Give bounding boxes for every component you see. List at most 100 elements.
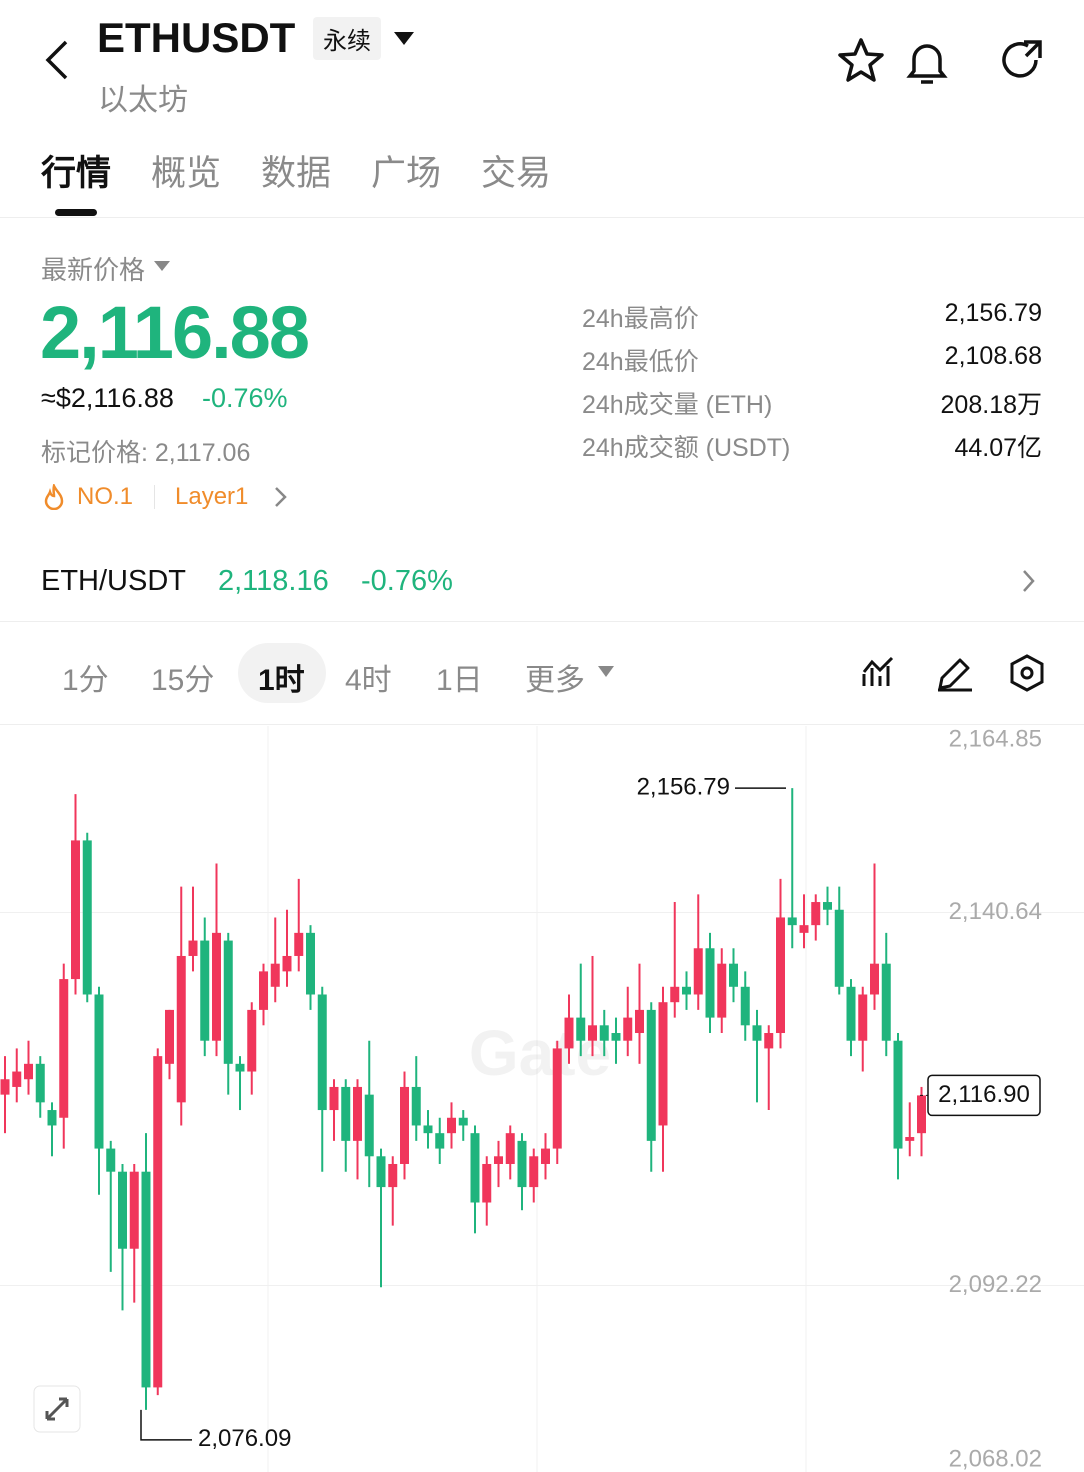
candle-body xyxy=(752,1025,762,1041)
y-tick-label: 2,164.85 xyxy=(949,726,1042,752)
candle-body xyxy=(47,1110,57,1126)
candle-body xyxy=(870,963,879,995)
tab[interactable]: 交易 xyxy=(481,154,552,193)
candle-body xyxy=(470,1133,480,1203)
candle-body xyxy=(435,1133,445,1149)
candle-body xyxy=(212,932,221,1041)
stat-value: 2,156.79 xyxy=(944,299,1042,327)
last-price-box xyxy=(927,1074,1041,1117)
tab[interactable]: 广场 xyxy=(371,154,442,193)
chevron[interactable] xyxy=(1021,568,1037,594)
interval[interactable]: 更多 xyxy=(525,664,585,697)
candle-body xyxy=(541,1148,550,1164)
chart-tools[interactable] xyxy=(860,652,1050,694)
candle-body xyxy=(505,1133,515,1164)
tab[interactable]: 行情 xyxy=(41,154,112,193)
fire-icon xyxy=(44,484,64,510)
candle-body xyxy=(341,1086,351,1141)
candle-body xyxy=(917,1095,926,1134)
divider xyxy=(0,217,1084,218)
last-price-label: 2,116.90 xyxy=(938,1081,1030,1108)
candle-body xyxy=(24,1063,33,1080)
candle-body xyxy=(176,955,186,1103)
tab-indicator xyxy=(55,209,97,216)
candle-body xyxy=(106,1148,116,1172)
candle-body xyxy=(729,963,738,987)
candle-body xyxy=(787,917,797,926)
symbol: ETHUSDT xyxy=(97,14,296,61)
candle-body xyxy=(329,1086,339,1111)
asset-name: 以太坊 xyxy=(98,84,188,117)
candle-body xyxy=(517,1140,527,1188)
chevron xyxy=(275,487,287,507)
candle-body xyxy=(247,1009,257,1072)
interval[interactable]: 15分 xyxy=(151,664,215,697)
watermark: Gate xyxy=(469,1017,611,1089)
interval[interactable]: 1日 xyxy=(436,664,483,697)
candle-body xyxy=(12,1071,22,1087)
tab[interactable]: 概览 xyxy=(151,154,222,193)
candle-body xyxy=(552,1048,562,1149)
interval[interactable]: 1时 xyxy=(258,664,305,697)
candle-body xyxy=(141,1171,151,1388)
candle-body xyxy=(529,1156,539,1188)
candle-body xyxy=(834,909,844,987)
candle-body xyxy=(388,1163,398,1188)
candle-body xyxy=(0,1079,10,1095)
candle-body xyxy=(411,1086,421,1126)
candle-body xyxy=(564,1017,574,1049)
y-tick-label: 2,068.02 xyxy=(949,1445,1042,1472)
candle-body xyxy=(306,932,315,995)
candle-body xyxy=(165,1009,174,1064)
tag[interactable]: Layer1 xyxy=(175,483,249,510)
tag[interactable]: NO.1 xyxy=(77,483,134,510)
candle-body xyxy=(317,994,327,1111)
candle-body xyxy=(282,955,292,972)
candle-body xyxy=(458,1117,468,1126)
stat-value: 2,108.68 xyxy=(944,342,1042,370)
candle-body xyxy=(447,1117,456,1134)
candle-body xyxy=(235,1063,245,1072)
interval[interactable]: 1分 xyxy=(62,664,109,697)
candle-body xyxy=(846,986,856,1041)
candle-body xyxy=(776,917,785,1034)
candle-body xyxy=(188,940,198,956)
candle-body xyxy=(118,1171,127,1249)
candle-body xyxy=(905,1137,915,1141)
stat-label: 24h最高价 xyxy=(582,305,699,333)
badge[interactable]: 永续 xyxy=(313,17,381,60)
candle-body xyxy=(717,963,727,1018)
candle-body xyxy=(588,1025,597,1041)
header-icons[interactable] xyxy=(836,36,1048,86)
candle-body xyxy=(740,986,750,1026)
candle-body xyxy=(670,986,680,1003)
tab[interactable]: 数据 xyxy=(261,154,332,193)
expand-button[interactable] xyxy=(33,1385,81,1433)
spot-pair[interactable]: ETH/USDT xyxy=(41,565,186,597)
candle-body xyxy=(94,994,104,1149)
candle-body xyxy=(858,994,868,1041)
candle-body xyxy=(658,1002,668,1126)
candle-body xyxy=(223,940,233,1064)
candle-body xyxy=(423,1125,433,1134)
candle-body xyxy=(400,1086,409,1164)
stat-label: 24h成交额 (USDT) xyxy=(582,434,791,462)
candle-body xyxy=(494,1156,503,1164)
spot-change: -0.76% xyxy=(361,565,453,597)
candle-body xyxy=(623,1017,633,1041)
candle-body xyxy=(682,986,691,995)
annotation: 2,076.09 xyxy=(198,1425,291,1452)
stat-value: 44.07亿 xyxy=(954,434,1042,462)
mark-price: 标记价格: 2,117.06 xyxy=(41,439,251,467)
interval[interactable]: 4时 xyxy=(345,664,392,697)
candle-body xyxy=(693,948,703,995)
candle-body xyxy=(599,1025,609,1041)
candle-body xyxy=(59,979,69,1118)
candle-body xyxy=(71,840,80,980)
back-icon[interactable] xyxy=(40,38,74,82)
dropdown-icon xyxy=(154,261,170,271)
dropdown-icon xyxy=(394,32,414,45)
annotation-line xyxy=(140,1409,192,1441)
candle-body xyxy=(881,963,891,1041)
